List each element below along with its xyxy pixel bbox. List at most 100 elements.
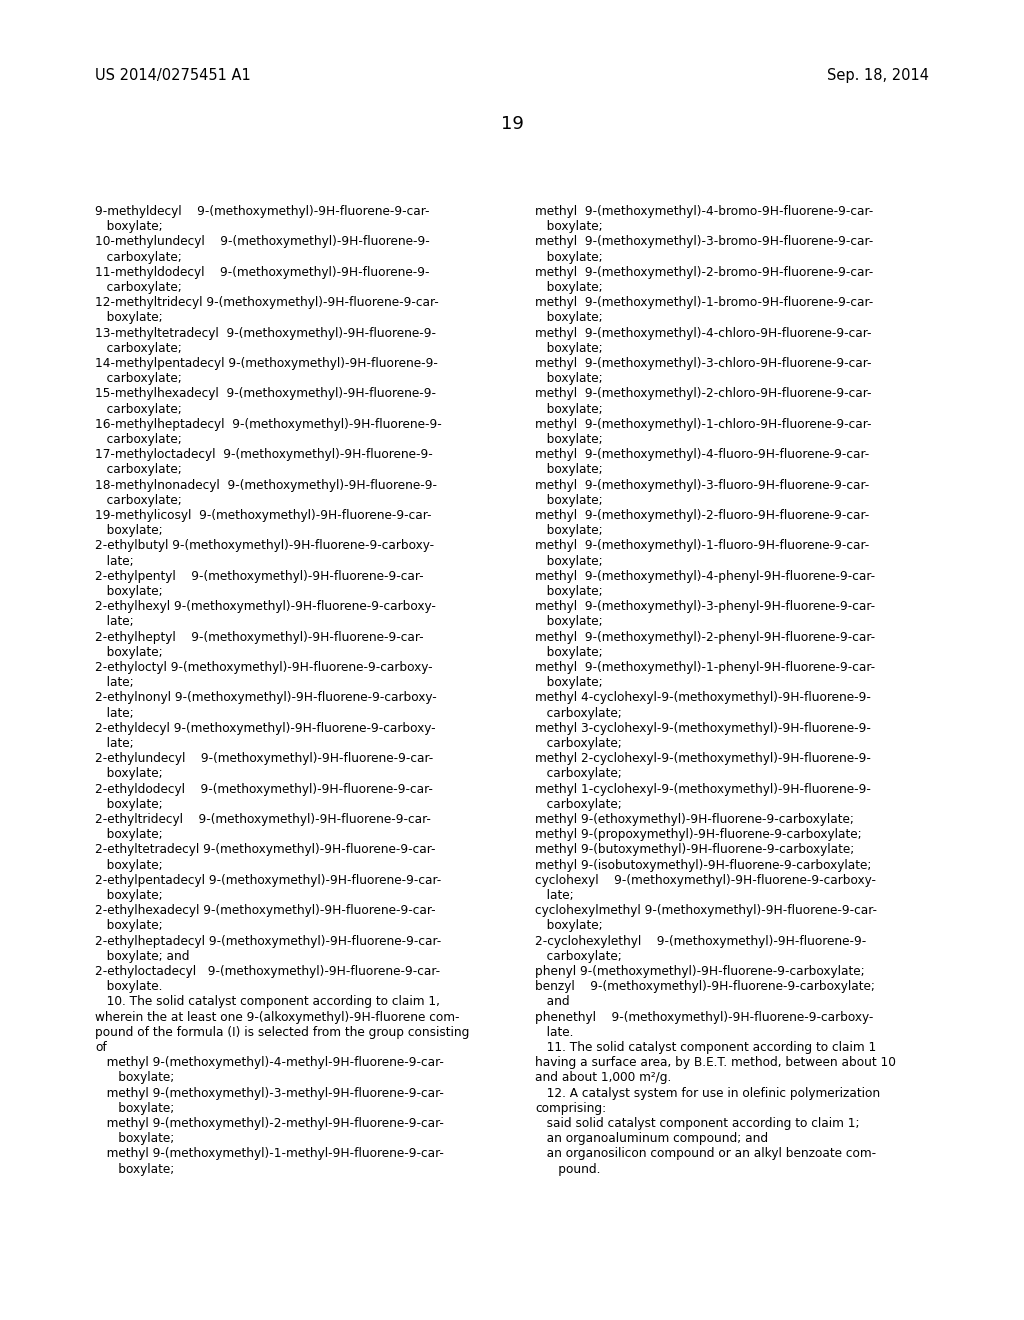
Text: boxylate;: boxylate; — [95, 888, 163, 902]
Text: 15-methylhexadecyl  9-(methoxymethyl)-9H-fluorene-9-: 15-methylhexadecyl 9-(methoxymethyl)-9H-… — [95, 387, 436, 400]
Text: methyl  9-(methoxymethyl)-3-chloro-9H-fluorene-9-car-: methyl 9-(methoxymethyl)-3-chloro-9H-flu… — [535, 356, 871, 370]
Text: boxylate;: boxylate; — [535, 645, 603, 659]
Text: carboxylate;: carboxylate; — [95, 281, 181, 294]
Text: boxylate;: boxylate; — [95, 1102, 174, 1115]
Text: late;: late; — [95, 615, 133, 628]
Text: methyl  9-(methoxymethyl)-2-chloro-9H-fluorene-9-car-: methyl 9-(methoxymethyl)-2-chloro-9H-flu… — [535, 387, 871, 400]
Text: methyl  9-(methoxymethyl)-2-fluoro-9H-fluorene-9-car-: methyl 9-(methoxymethyl)-2-fluoro-9H-flu… — [535, 510, 869, 521]
Text: boxylate;: boxylate; — [535, 524, 603, 537]
Text: methyl  9-(methoxymethyl)-4-fluoro-9H-fluorene-9-car-: methyl 9-(methoxymethyl)-4-fluoro-9H-flu… — [535, 449, 869, 461]
Text: boxylate;: boxylate; — [95, 524, 163, 537]
Text: boxylate;: boxylate; — [535, 251, 603, 264]
Text: 2-ethylpentyl    9-(methoxymethyl)-9H-fluorene-9-car-: 2-ethylpentyl 9-(methoxymethyl)-9H-fluor… — [95, 570, 424, 583]
Text: 9-methyldecyl    9-(methoxymethyl)-9H-fluorene-9-car-: 9-methyldecyl 9-(methoxymethyl)-9H-fluor… — [95, 205, 429, 218]
Text: said solid catalyst component according to claim 1;: said solid catalyst component according … — [535, 1117, 859, 1130]
Text: 2-ethylbutyl 9-(methoxymethyl)-9H-fluorene-9-carboxy-: 2-ethylbutyl 9-(methoxymethyl)-9H-fluore… — [95, 540, 434, 552]
Text: boxylate;: boxylate; — [535, 920, 603, 932]
Text: methyl 9-(ethoxymethyl)-9H-fluorene-9-carboxylate;: methyl 9-(ethoxymethyl)-9H-fluorene-9-ca… — [535, 813, 854, 826]
Text: carboxylate;: carboxylate; — [535, 950, 622, 962]
Text: boxylate;: boxylate; — [535, 463, 603, 477]
Text: pound.: pound. — [535, 1163, 600, 1176]
Text: and about 1,000 m²/g.: and about 1,000 m²/g. — [535, 1072, 672, 1085]
Text: methyl  9-(methoxymethyl)-1-bromo-9H-fluorene-9-car-: methyl 9-(methoxymethyl)-1-bromo-9H-fluo… — [535, 296, 873, 309]
Text: methyl 2-cyclohexyl-9-(methoxymethyl)-9H-fluorene-9-: methyl 2-cyclohexyl-9-(methoxymethyl)-9H… — [535, 752, 870, 766]
Text: 2-ethyltridecyl    9-(methoxymethyl)-9H-fluorene-9-car-: 2-ethyltridecyl 9-(methoxymethyl)-9H-flu… — [95, 813, 431, 826]
Text: methyl  9-(methoxymethyl)-4-bromo-9H-fluorene-9-car-: methyl 9-(methoxymethyl)-4-bromo-9H-fluo… — [535, 205, 873, 218]
Text: 18-methylnonadecyl  9-(methoxymethyl)-9H-fluorene-9-: 18-methylnonadecyl 9-(methoxymethyl)-9H-… — [95, 479, 437, 491]
Text: boxylate;: boxylate; — [535, 372, 603, 385]
Text: boxylate;: boxylate; — [535, 220, 603, 234]
Text: boxylate;: boxylate; — [535, 585, 603, 598]
Text: methyl 4-cyclohexyl-9-(methoxymethyl)-9H-fluorene-9-: methyl 4-cyclohexyl-9-(methoxymethyl)-9H… — [535, 692, 870, 705]
Text: boxylate;: boxylate; — [95, 220, 163, 234]
Text: boxylate;: boxylate; — [535, 312, 603, 325]
Text: boxylate;: boxylate; — [535, 281, 603, 294]
Text: boxylate;: boxylate; — [95, 312, 163, 325]
Text: carboxylate;: carboxylate; — [95, 251, 181, 264]
Text: boxylate;: boxylate; — [95, 767, 163, 780]
Text: methyl 9-(isobutoxymethyl)-9H-fluorene-9-carboxylate;: methyl 9-(isobutoxymethyl)-9H-fluorene-9… — [535, 858, 871, 871]
Text: methyl  9-(methoxymethyl)-2-phenyl-9H-fluorene-9-car-: methyl 9-(methoxymethyl)-2-phenyl-9H-flu… — [535, 631, 876, 644]
Text: comprising:: comprising: — [535, 1102, 606, 1115]
Text: carboxylate;: carboxylate; — [95, 463, 181, 477]
Text: methyl 9-(methoxymethyl)-4-methyl-9H-fluorene-9-car-: methyl 9-(methoxymethyl)-4-methyl-9H-flu… — [95, 1056, 443, 1069]
Text: late;: late; — [95, 706, 133, 719]
Text: cyclohexylmethyl 9-(methoxymethyl)-9H-fluorene-9-car-: cyclohexylmethyl 9-(methoxymethyl)-9H-fl… — [535, 904, 877, 917]
Text: methyl 9-(butoxymethyl)-9H-fluorene-9-carboxylate;: methyl 9-(butoxymethyl)-9H-fluorene-9-ca… — [535, 843, 854, 857]
Text: phenyl 9-(methoxymethyl)-9H-fluorene-9-carboxylate;: phenyl 9-(methoxymethyl)-9H-fluorene-9-c… — [535, 965, 864, 978]
Text: 16-methylheptadecyl  9-(methoxymethyl)-9H-fluorene-9-: 16-methylheptadecyl 9-(methoxymethyl)-9H… — [95, 418, 441, 430]
Text: 19-methylicosyl  9-(methoxymethyl)-9H-fluorene-9-car-: 19-methylicosyl 9-(methoxymethyl)-9H-flu… — [95, 510, 431, 521]
Text: carboxylate;: carboxylate; — [95, 403, 181, 416]
Text: boxylate;: boxylate; — [535, 615, 603, 628]
Text: boxylate;: boxylate; — [95, 1072, 174, 1085]
Text: boxylate;: boxylate; — [95, 797, 163, 810]
Text: carboxylate;: carboxylate; — [95, 372, 181, 385]
Text: carboxylate;: carboxylate; — [535, 737, 622, 750]
Text: carboxylate;: carboxylate; — [95, 494, 181, 507]
Text: 17-methyloctadecyl  9-(methoxymethyl)-9H-fluorene-9-: 17-methyloctadecyl 9-(methoxymethyl)-9H-… — [95, 449, 433, 461]
Text: boxylate;: boxylate; — [535, 342, 603, 355]
Text: 11. The solid catalyst component according to claim 1: 11. The solid catalyst component accordi… — [535, 1041, 877, 1053]
Text: late;: late; — [95, 676, 133, 689]
Text: 10. The solid catalyst component according to claim 1,: 10. The solid catalyst component accordi… — [95, 995, 440, 1008]
Text: 2-ethylhexyl 9-(methoxymethyl)-9H-fluorene-9-carboxy-: 2-ethylhexyl 9-(methoxymethyl)-9H-fluore… — [95, 601, 436, 614]
Text: methyl  9-(methoxymethyl)-1-fluoro-9H-fluorene-9-car-: methyl 9-(methoxymethyl)-1-fluoro-9H-flu… — [535, 540, 869, 552]
Text: methyl 3-cyclohexyl-9-(methoxymethyl)-9H-fluorene-9-: methyl 3-cyclohexyl-9-(methoxymethyl)-9H… — [535, 722, 870, 735]
Text: boxylate;: boxylate; — [95, 1133, 174, 1146]
Text: an organoaluminum compound; and: an organoaluminum compound; and — [535, 1133, 768, 1146]
Text: cyclohexyl    9-(methoxymethyl)-9H-fluorene-9-carboxy-: cyclohexyl 9-(methoxymethyl)-9H-fluorene… — [535, 874, 876, 887]
Text: methyl  9-(methoxymethyl)-3-fluoro-9H-fluorene-9-car-: methyl 9-(methoxymethyl)-3-fluoro-9H-flu… — [535, 479, 869, 491]
Text: boxylate;: boxylate; — [535, 554, 603, 568]
Text: methyl 9-(methoxymethyl)-3-methyl-9H-fluorene-9-car-: methyl 9-(methoxymethyl)-3-methyl-9H-flu… — [95, 1086, 443, 1100]
Text: late.: late. — [535, 1026, 573, 1039]
Text: 10-methylundecyl    9-(methoxymethyl)-9H-fluorene-9-: 10-methylundecyl 9-(methoxymethyl)-9H-fl… — [95, 235, 430, 248]
Text: 2-ethyloctadecyl   9-(methoxymethyl)-9H-fluorene-9-car-: 2-ethyloctadecyl 9-(methoxymethyl)-9H-fl… — [95, 965, 440, 978]
Text: boxylate;: boxylate; — [535, 433, 603, 446]
Text: methyl 1-cyclohexyl-9-(methoxymethyl)-9H-fluorene-9-: methyl 1-cyclohexyl-9-(methoxymethyl)-9H… — [535, 783, 870, 796]
Text: 11-methyldodecyl    9-(methoxymethyl)-9H-fluorene-9-: 11-methyldodecyl 9-(methoxymethyl)-9H-fl… — [95, 265, 429, 279]
Text: boxylate;: boxylate; — [535, 403, 603, 416]
Text: boxylate;: boxylate; — [95, 1163, 174, 1176]
Text: 2-ethyloctyl 9-(methoxymethyl)-9H-fluorene-9-carboxy-: 2-ethyloctyl 9-(methoxymethyl)-9H-fluore… — [95, 661, 432, 675]
Text: methyl 9-(methoxymethyl)-1-methyl-9H-fluorene-9-car-: methyl 9-(methoxymethyl)-1-methyl-9H-flu… — [95, 1147, 443, 1160]
Text: methyl  9-(methoxymethyl)-4-phenyl-9H-fluorene-9-car-: methyl 9-(methoxymethyl)-4-phenyl-9H-flu… — [535, 570, 876, 583]
Text: boxylate; and: boxylate; and — [95, 950, 189, 962]
Text: methyl  9-(methoxymethyl)-3-bromo-9H-fluorene-9-car-: methyl 9-(methoxymethyl)-3-bromo-9H-fluo… — [535, 235, 873, 248]
Text: late;: late; — [95, 737, 133, 750]
Text: boxylate;: boxylate; — [95, 645, 163, 659]
Text: an organosilicon compound or an alkyl benzoate com-: an organosilicon compound or an alkyl be… — [535, 1147, 877, 1160]
Text: wherein the at least one 9-(alkoxymethyl)-9H-fluorene com-: wherein the at least one 9-(alkoxymethyl… — [95, 1011, 460, 1023]
Text: boxylate;: boxylate; — [535, 494, 603, 507]
Text: pound of the formula (I) is selected from the group consisting: pound of the formula (I) is selected fro… — [95, 1026, 469, 1039]
Text: 14-methylpentadecyl 9-(methoxymethyl)-9H-fluorene-9-: 14-methylpentadecyl 9-(methoxymethyl)-9H… — [95, 356, 438, 370]
Text: methyl  9-(methoxymethyl)-4-chloro-9H-fluorene-9-car-: methyl 9-(methoxymethyl)-4-chloro-9H-flu… — [535, 326, 871, 339]
Text: late;: late; — [95, 554, 133, 568]
Text: 2-ethylhexadecyl 9-(methoxymethyl)-9H-fluorene-9-car-: 2-ethylhexadecyl 9-(methoxymethyl)-9H-fl… — [95, 904, 435, 917]
Text: 2-cyclohexylethyl    9-(methoxymethyl)-9H-fluorene-9-: 2-cyclohexylethyl 9-(methoxymethyl)-9H-f… — [535, 935, 866, 948]
Text: late;: late; — [535, 888, 573, 902]
Text: 2-ethylheptadecyl 9-(methoxymethyl)-9H-fluorene-9-car-: 2-ethylheptadecyl 9-(methoxymethyl)-9H-f… — [95, 935, 441, 948]
Text: methyl 9-(methoxymethyl)-2-methyl-9H-fluorene-9-car-: methyl 9-(methoxymethyl)-2-methyl-9H-flu… — [95, 1117, 443, 1130]
Text: 2-ethylheptyl    9-(methoxymethyl)-9H-fluorene-9-car-: 2-ethylheptyl 9-(methoxymethyl)-9H-fluor… — [95, 631, 424, 644]
Text: 2-ethyldodecyl    9-(methoxymethyl)-9H-fluorene-9-car-: 2-ethyldodecyl 9-(methoxymethyl)-9H-fluo… — [95, 783, 433, 796]
Text: of: of — [95, 1041, 106, 1053]
